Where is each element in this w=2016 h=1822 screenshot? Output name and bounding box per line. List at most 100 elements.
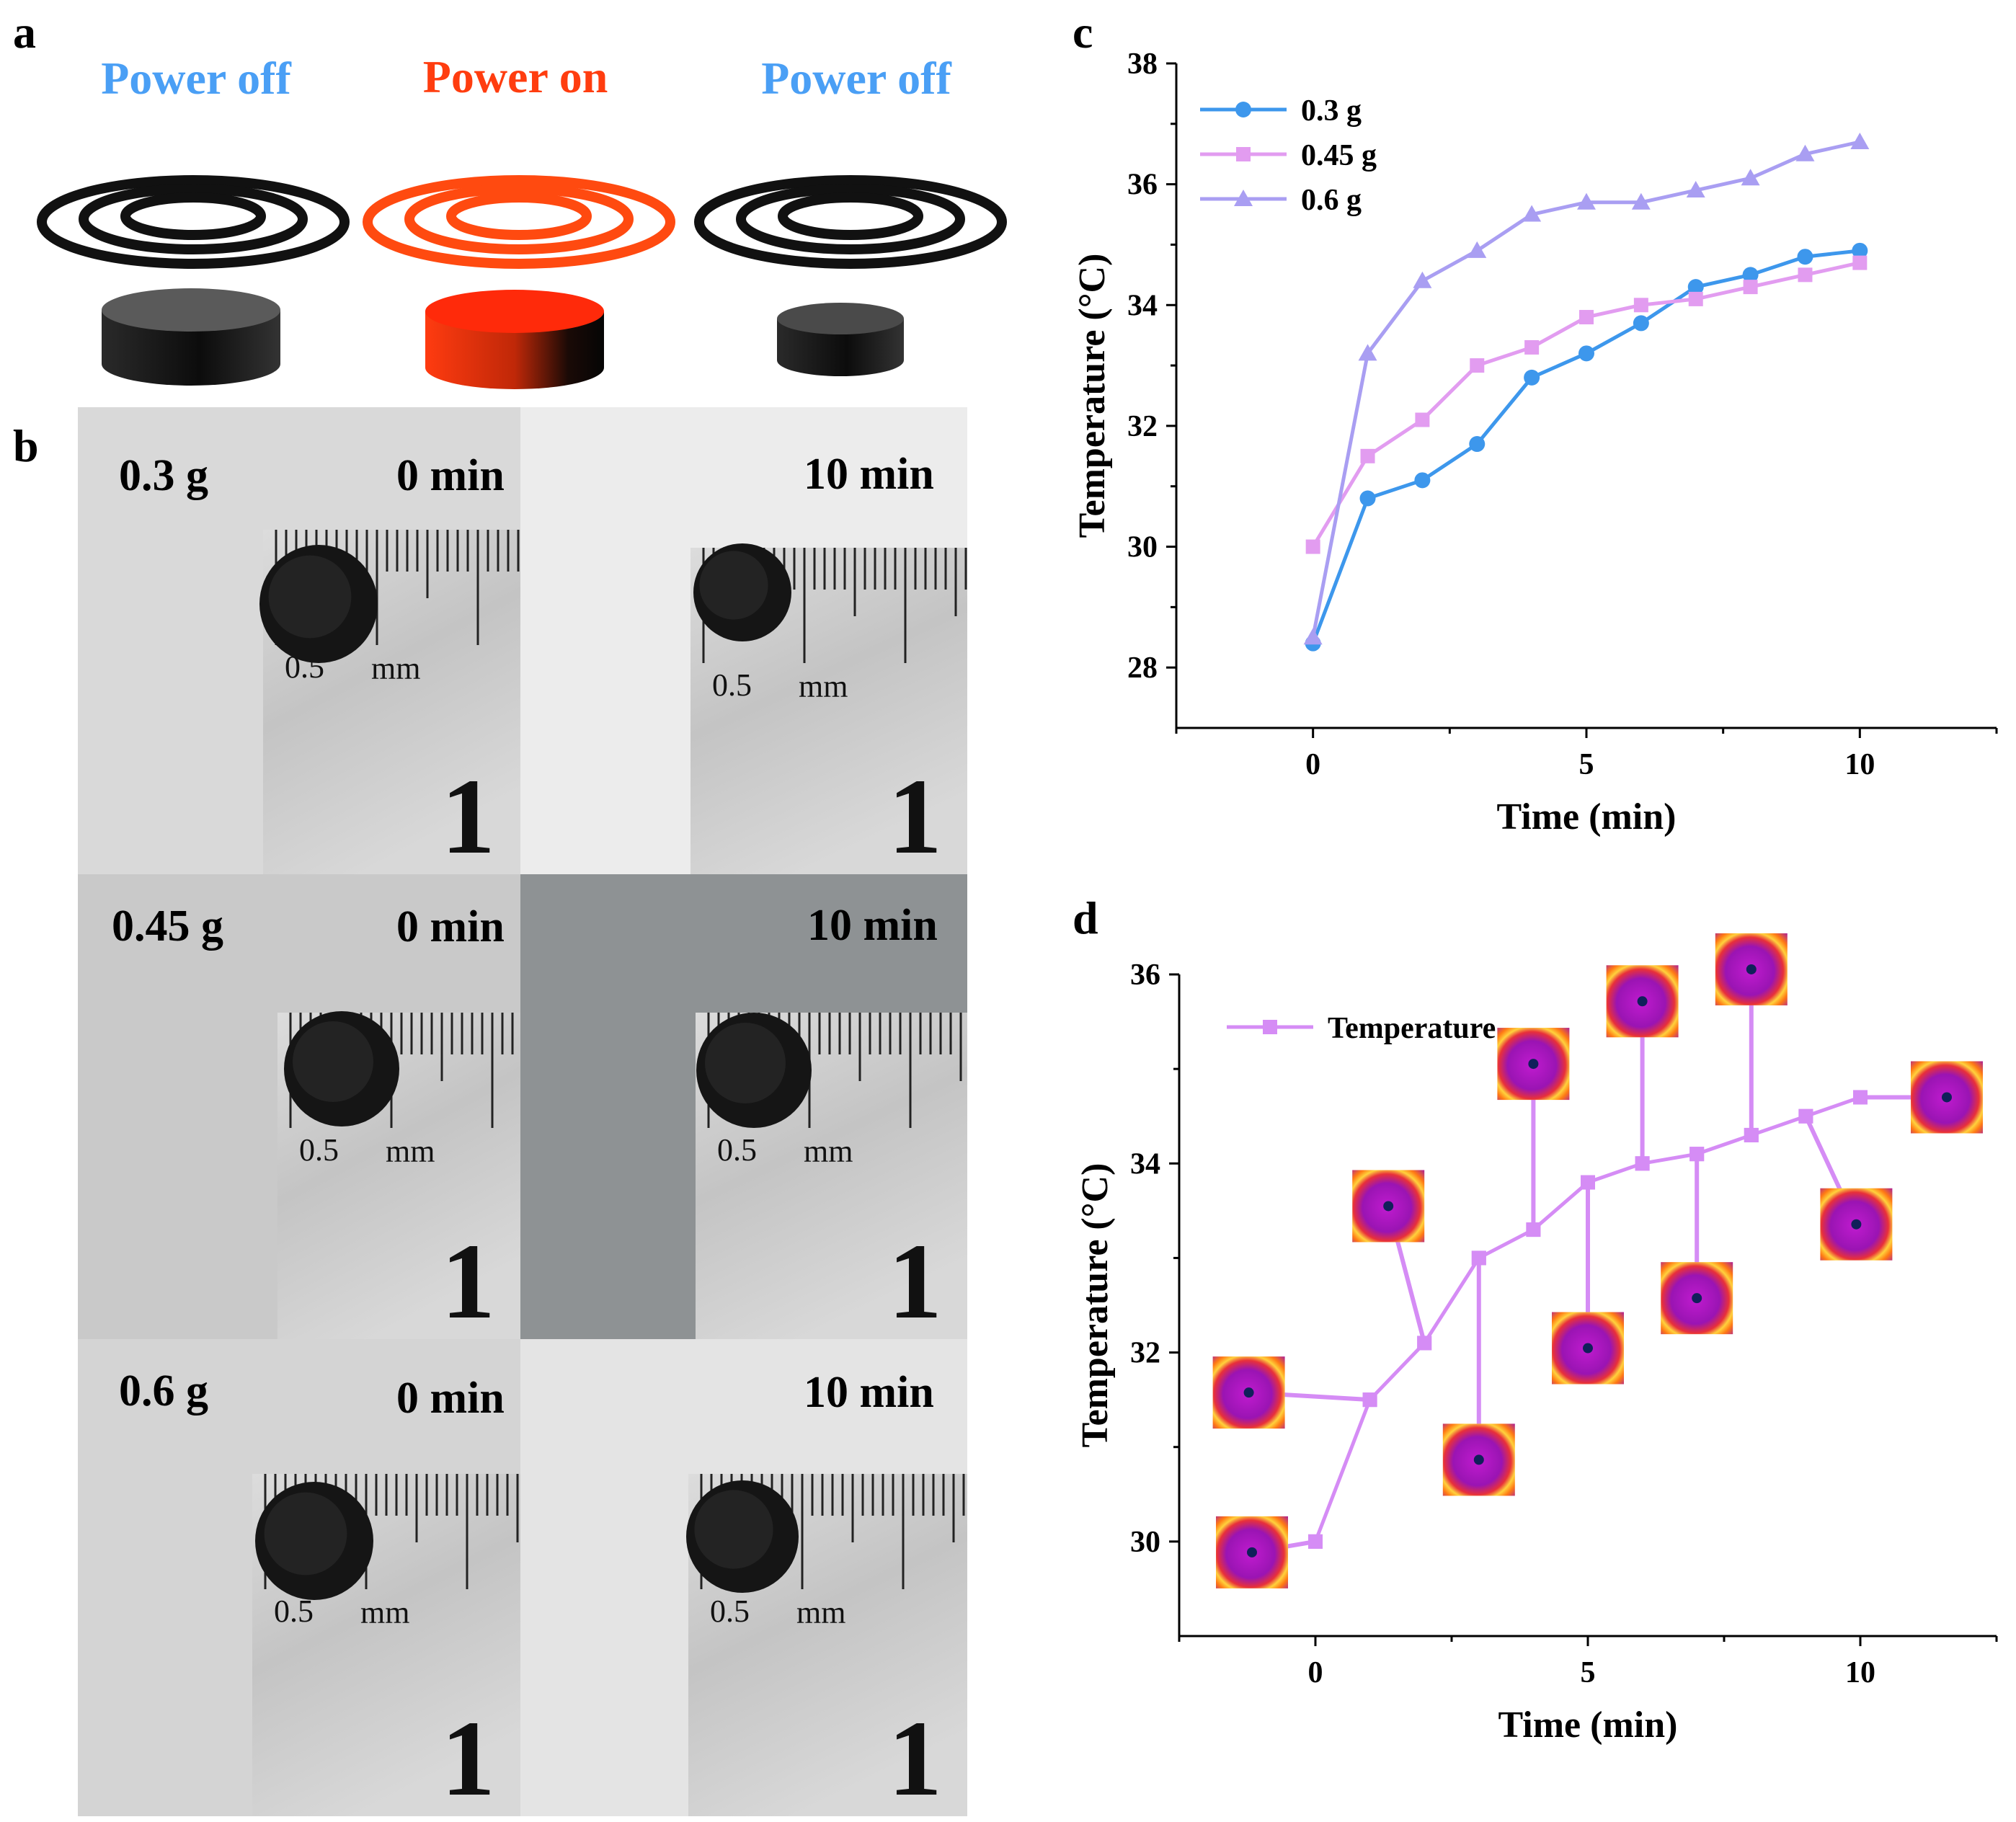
data-point-0-8 <box>1742 267 1759 283</box>
legend-marker <box>1234 190 1253 206</box>
ruler-small-label: 0.5 <box>299 1132 339 1168</box>
data-point-2-5 <box>1577 192 1596 210</box>
ruler-small-label: 0.5 <box>717 1132 757 1168</box>
x-axis-label: Time (min) <box>1497 796 1677 837</box>
legend-label: Temperature <box>1328 1012 1496 1045</box>
ruler-unit-label: mm <box>371 651 420 686</box>
data-point-1-10 <box>1852 255 1868 270</box>
sample-disk-texture <box>694 1490 773 1569</box>
panel-label-c: c <box>1073 6 1093 58</box>
ruler-number-label: 1 <box>441 1222 495 1341</box>
data-point-top-8 <box>1744 1127 1759 1142</box>
legend-marker <box>1236 147 1251 161</box>
data-point-2-2 <box>1413 271 1432 288</box>
data-point-top-4 <box>1526 1222 1541 1237</box>
ruler-number-label: 1 <box>888 1222 942 1341</box>
series-line-1 <box>1311 261 1860 548</box>
sample-disk-icon-off-2 <box>777 303 904 376</box>
legend-label: 0.6 g <box>1301 184 1362 217</box>
thermal-image-spot <box>1528 1059 1539 1070</box>
power-state-label-2: Power on <box>423 51 608 102</box>
x-tick-label: 5 <box>1579 748 1594 781</box>
data-point-0-3 <box>1469 436 1486 453</box>
ruler-unit-label: mm <box>796 1595 845 1630</box>
ruler-number-label: 1 <box>441 1699 495 1818</box>
sample-disk-texture <box>268 555 352 639</box>
data-point-1-6 <box>1633 298 1648 313</box>
y-tick-label: 36 <box>1127 169 1158 202</box>
chart-c: 28 30 32 34 36 38 0 5 10 Time (min) Temperature (°… <box>1072 48 1998 837</box>
y-tick-label: 30 <box>1127 531 1158 564</box>
time-label-10min-1: 10 min <box>804 450 934 499</box>
x-tick-label: 10 <box>1844 748 1875 781</box>
coil-icon-off-2 <box>694 175 1007 269</box>
data-point-1-2 <box>1415 412 1430 427</box>
ruler-number-label: 1 <box>888 1699 942 1818</box>
data-point-0-7 <box>1687 279 1704 295</box>
data-point-2-4 <box>1522 205 1542 222</box>
data-point-0-1 <box>1359 490 1376 507</box>
legend-label: 0.45 g <box>1301 139 1377 172</box>
power-state-label-1: Power off <box>101 53 291 104</box>
data-point-1-5 <box>1579 310 1594 325</box>
data-point-top-0 <box>1308 1534 1323 1549</box>
data-point-top-1 <box>1362 1392 1377 1408</box>
sample-mass-label-2: 0.45 g <box>112 902 223 951</box>
sample-disk-texture <box>699 551 768 620</box>
legend-label: 0.3 g <box>1301 94 1362 128</box>
y-tick-label: 36 <box>1130 959 1160 992</box>
time-label-0min-2: 0 min <box>396 902 505 951</box>
data-point-0-2 <box>1414 472 1431 489</box>
data-point-top-5 <box>1581 1175 1595 1190</box>
coil-icon-on <box>363 175 675 269</box>
data-point-top-3 <box>1471 1250 1486 1266</box>
power-state-label-3: Power off <box>761 53 951 104</box>
data-point-2-7 <box>1686 181 1705 198</box>
panel-label-b: b <box>13 420 39 471</box>
y-axis-label: Temperature (°C) <box>1075 1163 1116 1448</box>
data-point-1-9 <box>1798 267 1813 283</box>
data-point-1-7 <box>1688 291 1703 306</box>
sample-mass-label-1: 0.3 g <box>119 451 208 500</box>
thermal-image-spot <box>1583 1343 1593 1354</box>
x-tick-label: 5 <box>1581 1656 1596 1689</box>
data-point-2-10 <box>1850 132 1870 149</box>
y-tick-label: 34 <box>1127 289 1158 322</box>
data-point-2-3 <box>1467 241 1487 258</box>
time-label-10min-2: 10 min <box>807 901 938 950</box>
data-point-top-10 <box>1853 1090 1868 1105</box>
data-point-top-7 <box>1689 1147 1705 1162</box>
ruler-number-label: 1 <box>888 757 942 876</box>
data-point-0-6 <box>1633 315 1649 332</box>
y-tick-label: 34 <box>1130 1147 1160 1181</box>
data-point-1-0 <box>1305 539 1320 554</box>
time-label-0min-1: 0 min <box>396 451 505 500</box>
data-point-2-0 <box>1303 628 1323 645</box>
sample-disk-icon-off-1 <box>102 288 280 386</box>
ruler-small-label: 0.5 <box>710 1594 750 1629</box>
x-axis-label: Time (min) <box>1498 1705 1678 1746</box>
series-line-2 <box>1311 140 1860 638</box>
chart-d: 30 32 34 36 0 5 10 Time (min) Temperature (°C) Te… <box>1075 933 1998 1746</box>
thermal-image-spot <box>1473 1454 1484 1465</box>
y-tick-label: 30 <box>1130 1526 1160 1559</box>
data-point-1-8 <box>1743 280 1758 295</box>
legend-marker <box>1263 1020 1277 1034</box>
ruler-number-label: 1 <box>441 757 495 876</box>
ruler-unit-label: mm <box>386 1134 435 1169</box>
time-label-0min-3: 0 min <box>396 1374 505 1423</box>
data-point-1-1 <box>1360 448 1375 463</box>
sample-disk-texture <box>705 1023 786 1103</box>
thermal-image-spot <box>1243 1387 1254 1398</box>
data-point-0-5 <box>1578 345 1594 362</box>
thermal-image-spot <box>1247 1547 1257 1557</box>
data-point-top-6 <box>1635 1156 1650 1171</box>
y-tick-label: 32 <box>1130 1337 1160 1370</box>
coil-icon-off-1 <box>37 175 350 269</box>
sample-disk-texture <box>293 1021 373 1102</box>
x-tick-label: 10 <box>1845 1656 1875 1689</box>
y-axis-label: Temperature (°C) <box>1072 254 1113 538</box>
data-point-0-4 <box>1524 369 1540 386</box>
